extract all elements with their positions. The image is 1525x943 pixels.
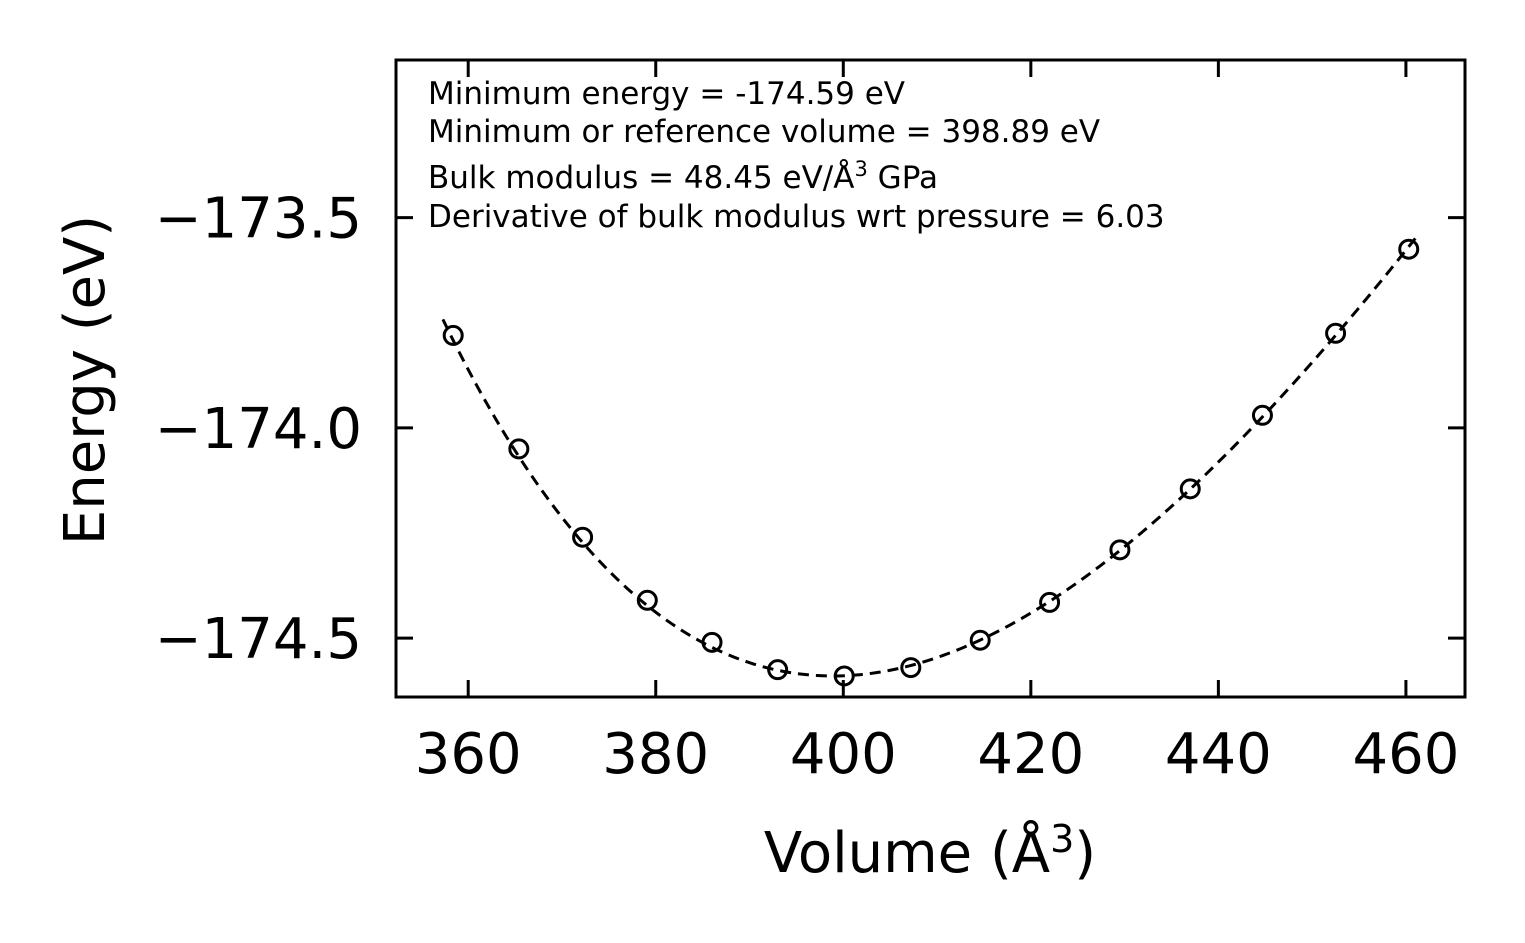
x-tick-label: 440 xyxy=(1165,722,1272,787)
data-point xyxy=(1251,404,1273,426)
fit-curve xyxy=(441,237,1417,678)
data-point xyxy=(1109,539,1131,561)
data-point xyxy=(572,526,594,548)
data-point xyxy=(1039,591,1061,613)
data-point xyxy=(969,629,991,651)
annotation-min-energy: Minimum energy = -174.59 eV xyxy=(428,76,905,112)
data-point xyxy=(1325,322,1347,344)
y-tick-label: −174.5 xyxy=(155,607,362,672)
annotation-min-volume: Minimum or reference volume = 398.89 eV xyxy=(428,114,1100,150)
axis-ticks xyxy=(396,60,1465,697)
y-axis-title: Energy (eV) xyxy=(53,215,118,545)
data-point xyxy=(767,659,789,681)
y-tick-labels: −173.5 −174.0 −174.5 xyxy=(155,187,362,672)
plot-area xyxy=(441,237,1420,687)
data-points-layer xyxy=(442,238,1420,687)
x-tick-labels: 360 380 400 420 440 460 xyxy=(415,722,1460,787)
data-point xyxy=(701,631,723,653)
data-point xyxy=(900,657,922,679)
data-point xyxy=(636,589,658,611)
x-tick-label: 420 xyxy=(977,722,1084,787)
x-tick-label: 360 xyxy=(415,722,522,787)
data-point xyxy=(1398,238,1420,260)
plot-frame xyxy=(394,58,1467,699)
data-point xyxy=(508,438,530,460)
y-tick-label: −174.0 xyxy=(155,397,362,462)
y-tick-label: −173.5 xyxy=(155,187,362,252)
annotation-bulk-derivative: Derivative of bulk modulus wrt pressure … xyxy=(428,199,1165,235)
fit-curve-layer xyxy=(441,237,1417,678)
x-tick-label: 400 xyxy=(790,722,897,787)
data-point xyxy=(1179,478,1201,500)
fit-annotations: Minimum energy = -174.59 eV Minimum or r… xyxy=(428,76,1165,235)
x-axis-title: Volume (Å3) xyxy=(764,817,1096,886)
annotation-bulk-modulus: Bulk modulus = 48.45 eV/Å3 GPa xyxy=(428,157,938,196)
data-point xyxy=(442,324,464,346)
x-tick-label: 460 xyxy=(1352,722,1459,787)
x-tick-label: 380 xyxy=(602,722,709,787)
